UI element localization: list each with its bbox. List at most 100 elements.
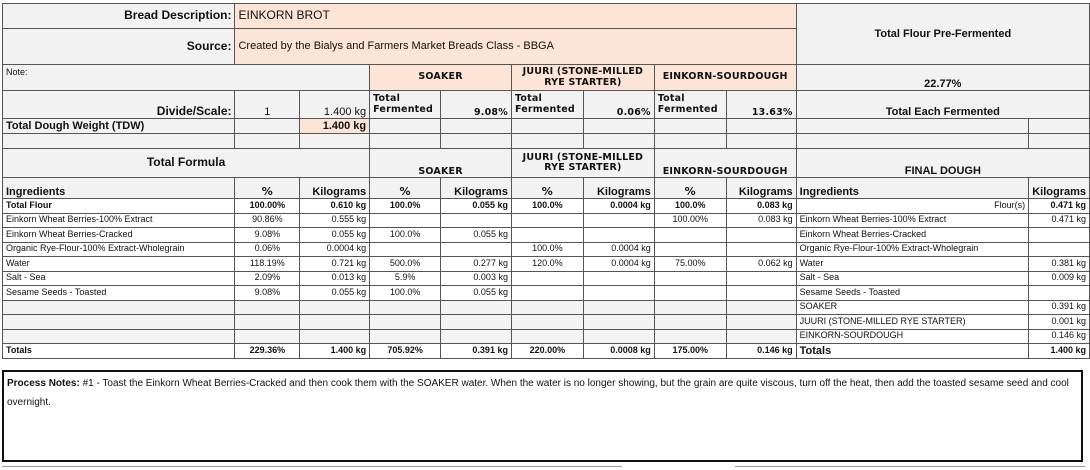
cell-soaker-kg[interactable]	[440, 212, 512, 228]
cell-juuri-pct[interactable]	[510, 227, 584, 243]
cell-final-ingredient[interactable]: EINKORN-SOURDOUGH	[795, 328, 1030, 344]
cell-es-pct[interactable]	[653, 314, 727, 330]
cell-ingredient[interactable]: Totals	[1, 343, 236, 359]
cell-juuri-pct[interactable]	[510, 270, 584, 286]
cell-final-ingredient[interactable]: Salt - Sea	[795, 270, 1030, 286]
cell-es-pct[interactable]	[653, 285, 727, 301]
cell-final-ingredient[interactable]: Water	[795, 256, 1030, 272]
cell-ingredient[interactable]: Organic Rye-Flour-100% Extract-Wholegrai…	[1, 241, 236, 257]
tdw-value[interactable]: 1.400 kg	[299, 118, 371, 134]
cell-total-kg[interactable]	[299, 328, 371, 344]
cell-es-kg[interactable]	[725, 241, 797, 257]
cell-juuri-kg[interactable]	[582, 270, 655, 286]
cell-final-ingredient[interactable]: JUURI (STONE-MILLED RYE STARTER)	[795, 314, 1030, 330]
cell-total-kg[interactable]: 0.555 kg	[299, 212, 371, 228]
cell-juuri-pct[interactable]	[510, 328, 584, 344]
note-cell[interactable]: Note:	[1, 64, 371, 91]
cell-es-kg[interactable]: 0.083 kg	[725, 212, 797, 228]
cell-final-ingredient[interactable]: Organic Rye-Flour-100% Extract-Wholegrai…	[795, 241, 1030, 257]
cell-soaker-kg[interactable]	[440, 299, 512, 315]
cell-ingredient[interactable]: Einkorn Wheat Berries-Cracked	[1, 227, 236, 243]
cell-juuri-pct[interactable]: 220.00%	[510, 343, 584, 359]
cell-total-kg[interactable]: 0.721 kg	[299, 256, 371, 272]
cell-es-pct[interactable]: 100.00%	[653, 212, 727, 228]
cell-juuri-pct[interactable]: 100.0%	[510, 241, 584, 257]
cell-juuri-pct[interactable]: 100.0%	[510, 198, 584, 214]
cell-final-kg[interactable]: 0.471 kg	[1028, 198, 1090, 214]
cell-juuri-kg[interactable]	[582, 227, 655, 243]
cell-soaker-pct[interactable]: 100.0%	[369, 198, 442, 214]
cell-final-ingredient[interactable]: Einkorn Wheat Berries-100% Extract	[795, 212, 1030, 228]
cell-final-kg[interactable]	[1028, 285, 1090, 301]
total-flour-prefermented-value[interactable]: 22.77%	[795, 64, 1090, 91]
cell-juuri-kg[interactable]	[582, 212, 655, 228]
cell-total-pct[interactable]	[234, 328, 301, 344]
cell-total-pct[interactable]: 100.00%	[234, 198, 301, 214]
cell-soaker-pct[interactable]	[369, 299, 442, 315]
cell-es-pct[interactable]	[653, 270, 727, 286]
divide-scale-value[interactable]: 1	[234, 90, 301, 119]
cell-es-kg[interactable]	[725, 314, 797, 330]
cell-soaker-kg[interactable]	[440, 241, 512, 257]
cell-es-kg[interactable]	[725, 328, 797, 344]
cell-juuri-kg[interactable]	[582, 314, 655, 330]
cell-soaker-kg[interactable]: 0.391 kg	[440, 343, 512, 359]
cell-soaker-pct[interactable]: 705.92%	[369, 343, 442, 359]
cell-juuri-pct[interactable]	[510, 212, 584, 228]
cell-juuri-pct[interactable]	[510, 314, 584, 330]
cell-es-pct[interactable]	[653, 227, 727, 243]
cell-es-pct[interactable]: 100.0%	[653, 198, 727, 214]
cell-soaker-kg[interactable]: 0.003 kg	[440, 270, 512, 286]
cell-final-kg[interactable]: 1.400 kg	[1028, 343, 1090, 359]
cell-total-pct[interactable]	[234, 299, 301, 315]
cell-total-pct[interactable]: 9.08%	[234, 227, 301, 243]
cell-juuri-pct[interactable]: 120.0%	[510, 256, 584, 272]
cell-es-kg[interactable]	[725, 299, 797, 315]
cell-final-kg[interactable]: 0.381 kg	[1028, 256, 1090, 272]
cell-juuri-kg[interactable]	[582, 328, 655, 344]
cell-total-pct[interactable]: 229.36%	[234, 343, 301, 359]
cell-soaker-pct[interactable]: 500.0%	[369, 256, 442, 272]
process-notes-box[interactable]: Process Notes: #1 - Toast the Einkorn Wh…	[2, 370, 1083, 462]
cell-final-kg[interactable]	[1028, 227, 1090, 243]
cell-ingredient[interactable]: Salt - Sea	[1, 270, 236, 286]
cell-ingredient[interactable]: Water	[1, 256, 236, 272]
cell-juuri-pct[interactable]	[510, 285, 584, 301]
cell-soaker-kg[interactable]: 0.055 kg	[440, 285, 512, 301]
bread-description-cell[interactable]: EINKORN BROT	[234, 3, 797, 29]
cell-final-ingredient[interactable]: SOAKER	[795, 299, 1030, 315]
cell-soaker-pct[interactable]	[369, 212, 442, 228]
cell-total-pct[interactable]: 2.09%	[234, 270, 301, 286]
cell-juuri-kg[interactable]: 0.0004 kg	[582, 198, 655, 214]
cell-soaker-kg[interactable]: 0.055 kg	[440, 227, 512, 243]
cell-ingredient[interactable]: Total Flour	[1, 198, 236, 214]
cell-final-kg[interactable]: 0.471 kg	[1028, 212, 1090, 228]
cell-ingredient[interactable]: Einkorn Wheat Berries-100% Extract	[1, 212, 236, 228]
cell-soaker-pct[interactable]: 100.0%	[369, 227, 442, 243]
cell-es-kg[interactable]: 0.083 kg	[725, 198, 797, 214]
cell-total-pct[interactable]: 90.86%	[234, 212, 301, 228]
cell-juuri-kg[interactable]: 0.0004 kg	[582, 256, 655, 272]
cell-es-kg[interactable]: 0.146 kg	[725, 343, 797, 359]
cell-soaker-pct[interactable]: 5.9%	[369, 270, 442, 286]
cell-final-kg[interactable]: 0.146 kg	[1028, 328, 1090, 344]
cell-es-kg[interactable]: 0.062 kg	[725, 256, 797, 272]
cell-ingredient[interactable]: Sesame Seeds - Toasted	[1, 285, 236, 301]
cell-es-pct[interactable]	[653, 328, 727, 344]
cell-ingredient[interactable]	[1, 328, 236, 344]
cell-total-kg[interactable]: 1.400 kg	[299, 343, 371, 359]
cell-total-kg[interactable]	[299, 314, 371, 330]
cell-soaker-pct[interactable]	[369, 314, 442, 330]
cell-final-kg[interactable]: 0.391 kg	[1028, 299, 1090, 315]
cell-juuri-kg[interactable]	[582, 299, 655, 315]
cell-juuri-pct[interactable]	[510, 299, 584, 315]
cell-es-pct[interactable]: 175.00%	[653, 343, 727, 359]
cell-ingredient[interactable]	[1, 314, 236, 330]
cell-final-ingredient[interactable]: Flour(s)	[795, 198, 1030, 214]
cell-final-kg[interactable]: 0.001 kg	[1028, 314, 1090, 330]
cell-soaker-kg[interactable]	[440, 314, 512, 330]
cell-es-pct[interactable]: 75.00%	[653, 256, 727, 272]
cell-soaker-kg[interactable]: 0.055 kg	[440, 198, 512, 214]
cell-ingredient[interactable]	[1, 299, 236, 315]
cell-soaker-kg[interactable]	[440, 328, 512, 344]
